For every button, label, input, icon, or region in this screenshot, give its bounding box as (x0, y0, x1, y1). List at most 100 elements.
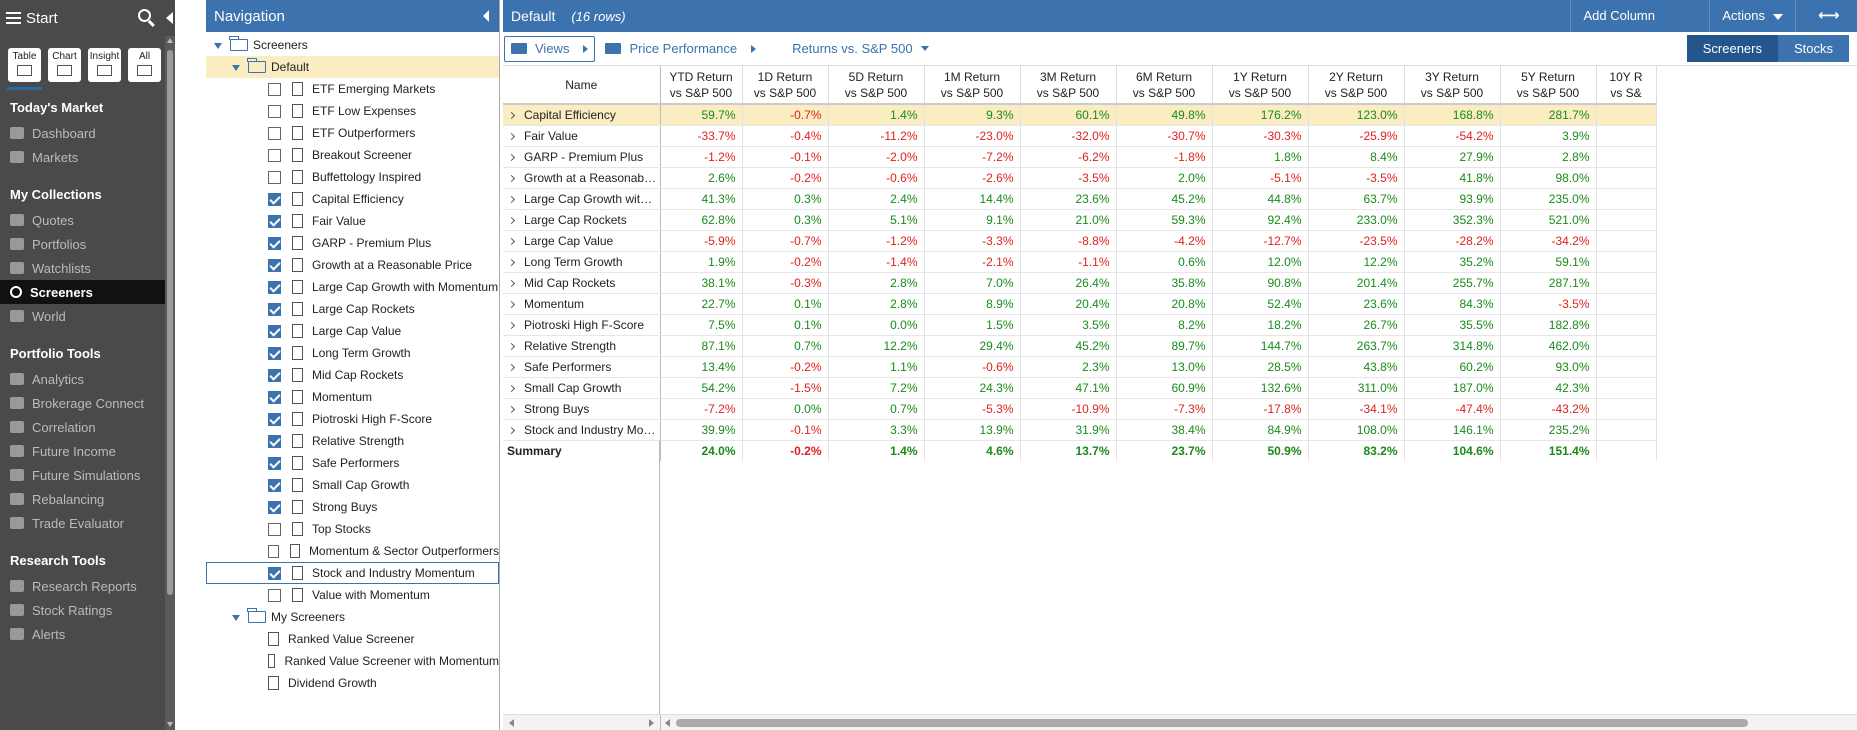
tree-item[interactable]: Relative Strength (206, 430, 499, 452)
column-header[interactable]: 1M Return vs S&P 500 (924, 66, 1021, 105)
tree-item[interactable]: ETF Emerging Markets (206, 78, 499, 100)
tree-item[interactable]: Fair Value (206, 210, 499, 232)
table-row[interactable]: GARP - Premium Plus -1.2% -0.1% -2.0% -7.2% -… (503, 146, 1657, 168)
search-icon[interactable] (138, 9, 151, 22)
tree-item[interactable]: GARP - Premium Plus (206, 232, 499, 254)
tree-item[interactable]: Ranked Value Screener with Momentum (206, 650, 499, 672)
tree-item[interactable]: Capital Efficiency (206, 188, 499, 210)
chevron-right-icon[interactable] (507, 321, 516, 329)
chevron-right-icon[interactable] (507, 384, 516, 392)
tree-folder-screeners[interactable]: Screeners (206, 34, 499, 56)
screener-checkbox[interactable] (268, 258, 281, 272)
chevron-right-icon[interactable] (507, 111, 516, 119)
chevron-right-icon[interactable] (507, 237, 516, 245)
scrollbar-thumb[interactable] (167, 50, 173, 595)
screener-checkbox[interactable] (268, 456, 281, 470)
tree-item[interactable]: Strong Buys (206, 496, 499, 518)
column-header[interactable]: 6M Return vs S&P 500 (1116, 66, 1213, 105)
sidebar-item-brokerage-connect[interactable]: Brokerage Connect (0, 391, 175, 415)
sidebar-item-stock-ratings[interactable]: Stock Ratings (0, 598, 175, 622)
tree-item[interactable]: Dividend Growth (206, 672, 499, 694)
screener-checkbox[interactable] (268, 126, 281, 140)
row-name-cell[interactable]: GARP - Premium Plus (503, 146, 661, 168)
tree-item[interactable]: Buffettology Inspired (206, 166, 499, 188)
screener-checkbox[interactable] (268, 104, 281, 118)
expand-arrow-icon[interactable] (214, 38, 226, 52)
scroll-right-icon[interactable] (649, 719, 654, 727)
table-row[interactable]: Growth at a Reasonable P... 2.6% -0.2% -0.6… (503, 167, 1657, 189)
tree-item[interactable]: Large Cap Growth with Momentum (206, 276, 499, 298)
scroll-left-icon[interactable] (509, 719, 514, 727)
row-name-cell[interactable]: Growth at a Reasonable P... (503, 167, 661, 189)
tree-item[interactable]: ETF Low Expenses (206, 100, 499, 122)
row-name-cell[interactable]: Safe Performers (503, 356, 661, 378)
tree-item[interactable]: Top Stocks (206, 518, 499, 540)
tree-folder-default[interactable]: Default (206, 56, 499, 78)
screener-checkbox[interactable] (268, 390, 281, 404)
table-row[interactable]: Strong Buys -7.2% 0.0% 0.7% -5.3% -10.9% -7.3%… (503, 398, 1657, 420)
chevron-right-icon[interactable] (507, 279, 516, 287)
sidebar-item-quotes[interactable]: Quotes (0, 208, 175, 232)
expand-icon[interactable] (1795, 0, 1857, 32)
column-header[interactable]: 1Y Return vs S&P 500 (1212, 66, 1309, 105)
screener-checkbox[interactable] (268, 148, 281, 162)
sidebar-scrollbar[interactable] (165, 36, 175, 730)
view-mode-chart[interactable]: Chart (48, 48, 81, 82)
expand-arrow-icon[interactable] (232, 610, 244, 624)
row-name-cell[interactable]: Piotroski High F-Score (503, 314, 661, 336)
row-name-cell[interactable]: Relative Strength (503, 335, 661, 357)
row-name-cell[interactable]: Mid Cap Rockets (503, 272, 661, 294)
sidebar-item-portfolios[interactable]: Portfolios (0, 232, 175, 256)
tree-item[interactable]: Value with Momentum (206, 584, 499, 606)
column-header[interactable]: YTD Return vs S&P 500 (660, 66, 743, 105)
table-row[interactable]: Mid Cap Rockets 38.1% -0.3% 2.8% 7.0% 26.4% 35… (503, 272, 1657, 294)
table-row[interactable]: Large Cap Rockets 62.8% 0.3% 5.1% 9.1% 21.0% 5… (503, 209, 1657, 231)
chevron-right-icon[interactable] (507, 405, 516, 413)
screener-checkbox[interactable] (268, 544, 280, 558)
scrollbar-thumb[interactable] (676, 719, 1748, 727)
column-header[interactable]: 3Y Return vs S&P 500 (1404, 66, 1501, 105)
column-header[interactable]: 2Y Return vs S&P 500 (1308, 66, 1405, 105)
row-name-cell[interactable]: Capital Efficiency (503, 104, 661, 126)
row-name-cell[interactable]: Large Cap Value (503, 230, 661, 252)
row-name-cell[interactable]: Fair Value (503, 125, 661, 147)
sidebar-item-trade-evaluator[interactable]: Trade Evaluator (0, 511, 175, 535)
view-mode-all[interactable]: All (128, 48, 161, 82)
row-name-cell[interactable]: Long Term Growth (503, 251, 661, 273)
tree-item[interactable]: Piotroski High F-Score (206, 408, 499, 430)
sidebar-item-screeners[interactable]: Screeners (0, 280, 175, 304)
sidebar-item-analytics[interactable]: Analytics (0, 367, 175, 391)
column-header[interactable]: 3M Return vs S&P 500 (1020, 66, 1117, 105)
row-name-cell[interactable]: Stock and Industry Momen... (503, 419, 661, 441)
chevron-right-icon[interactable] (507, 258, 516, 266)
horizontal-scrollbar[interactable] (503, 714, 1857, 730)
tree-item[interactable]: Small Cap Growth (206, 474, 499, 496)
add-column-button[interactable]: Add Column (1570, 0, 1667, 32)
expand-arrow-icon[interactable] (232, 60, 244, 74)
tree-folder-my-screeners[interactable]: My Screeners (206, 606, 499, 628)
screener-checkbox[interactable] (268, 346, 281, 360)
collapse-sidebar-icon[interactable] (166, 12, 173, 24)
chevron-right-icon[interactable] (507, 426, 516, 434)
sidebar-item-future-income[interactable]: Future Income (0, 439, 175, 463)
table-row[interactable]: Piotroski High F-Score 7.5% 0.1% 0.0% 1.5% 3.… (503, 314, 1657, 336)
tree-item[interactable]: Safe Performers (206, 452, 499, 474)
breadcrumb-price-performance[interactable]: Price Performance (599, 36, 762, 62)
table-row[interactable]: Long Term Growth 1.9% -0.2% -1.4% -2.1% -1.1%… (503, 251, 1657, 273)
sidebar-item-dashboard[interactable]: Dashboard (0, 121, 175, 145)
tree-item[interactable]: ETF Outperformers (206, 122, 499, 144)
tree-item[interactable]: Large Cap Rockets (206, 298, 499, 320)
table-row[interactable]: Safe Performers 13.4% -0.2% 1.1% -0.6% 2.3% 13… (503, 356, 1657, 378)
tree-item[interactable]: Momentum & Sector Outperformers (206, 540, 499, 562)
view-select[interactable]: Returns vs. S&P 500 (786, 36, 934, 62)
screener-checkbox[interactable] (268, 236, 281, 250)
screener-checkbox[interactable] (268, 214, 281, 228)
scroll-down-icon[interactable] (167, 722, 173, 727)
table-row[interactable]: Stock and Industry Momen...39.9%-0.1%3.3… (503, 419, 1657, 441)
tree-item[interactable]: Momentum (206, 386, 499, 408)
sidebar-item-watchlists[interactable]: Watchlists (0, 256, 175, 280)
table-row[interactable]: Small Cap Growth 54.2% -1.5% 7.2% 24.3% 47.1%… (503, 377, 1657, 399)
chevron-right-icon[interactable] (507, 132, 516, 140)
sidebar-item-research-reports[interactable]: Research Reports (0, 574, 175, 598)
screener-checkbox[interactable] (268, 302, 281, 316)
